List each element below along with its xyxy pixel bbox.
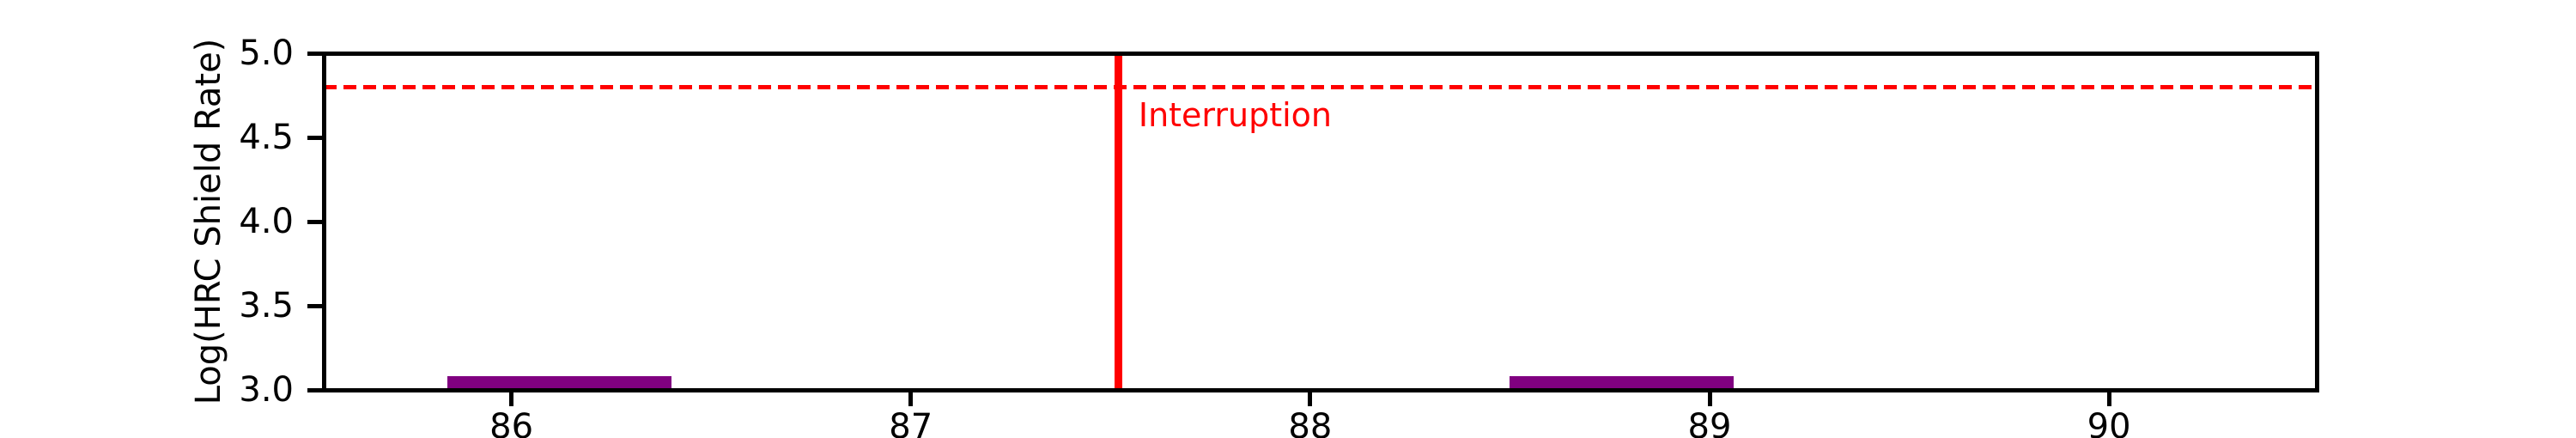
x-tick-mark-90 (2106, 392, 2111, 406)
y-tick-mark-5.0 (307, 51, 322, 56)
y-tick-label-4.5: 4.5 (239, 118, 294, 157)
interruption-vline (1115, 53, 1123, 390)
x-tick-label-89: 89 (1687, 407, 1732, 438)
y-tick-label-3.5: 3.5 (239, 286, 294, 325)
y-tick-mark-4.5 (307, 135, 322, 140)
x-tick-label-86: 86 (489, 407, 534, 438)
x-tick-mark-86 (509, 392, 514, 406)
shield-rate-interval-bar (447, 376, 671, 390)
y-tick-label-3.0: 3.0 (239, 370, 294, 410)
y-tick-label-4.0: 4.0 (239, 202, 294, 241)
interruption-label: Interruption (1138, 95, 1333, 134)
x-tick-mark-89 (1707, 392, 1712, 406)
x-tick-mark-87 (908, 392, 914, 406)
x-tick-mark-88 (1308, 392, 1313, 406)
threshold-dashed-line (324, 84, 2317, 89)
x-tick-label-88: 88 (1288, 407, 1333, 438)
x-tick-label-90: 90 (2087, 407, 2131, 438)
y-tick-mark-3.0 (307, 387, 322, 392)
plot-area: Interruption 86 87 88 89 90 3.0 3.5 4.0 4.5 5.0 (239, 36, 2319, 438)
x-tick-label-87: 87 (889, 407, 933, 438)
y-tick-label-5.0: 5.0 (239, 33, 294, 73)
y-tick-mark-4.0 (307, 219, 322, 224)
shield-rate-interval-bar (1510, 376, 1734, 390)
y-tick-mark-3.5 (307, 303, 322, 308)
y-axis-title: Log(HRC Shield Rate) (189, 38, 228, 405)
